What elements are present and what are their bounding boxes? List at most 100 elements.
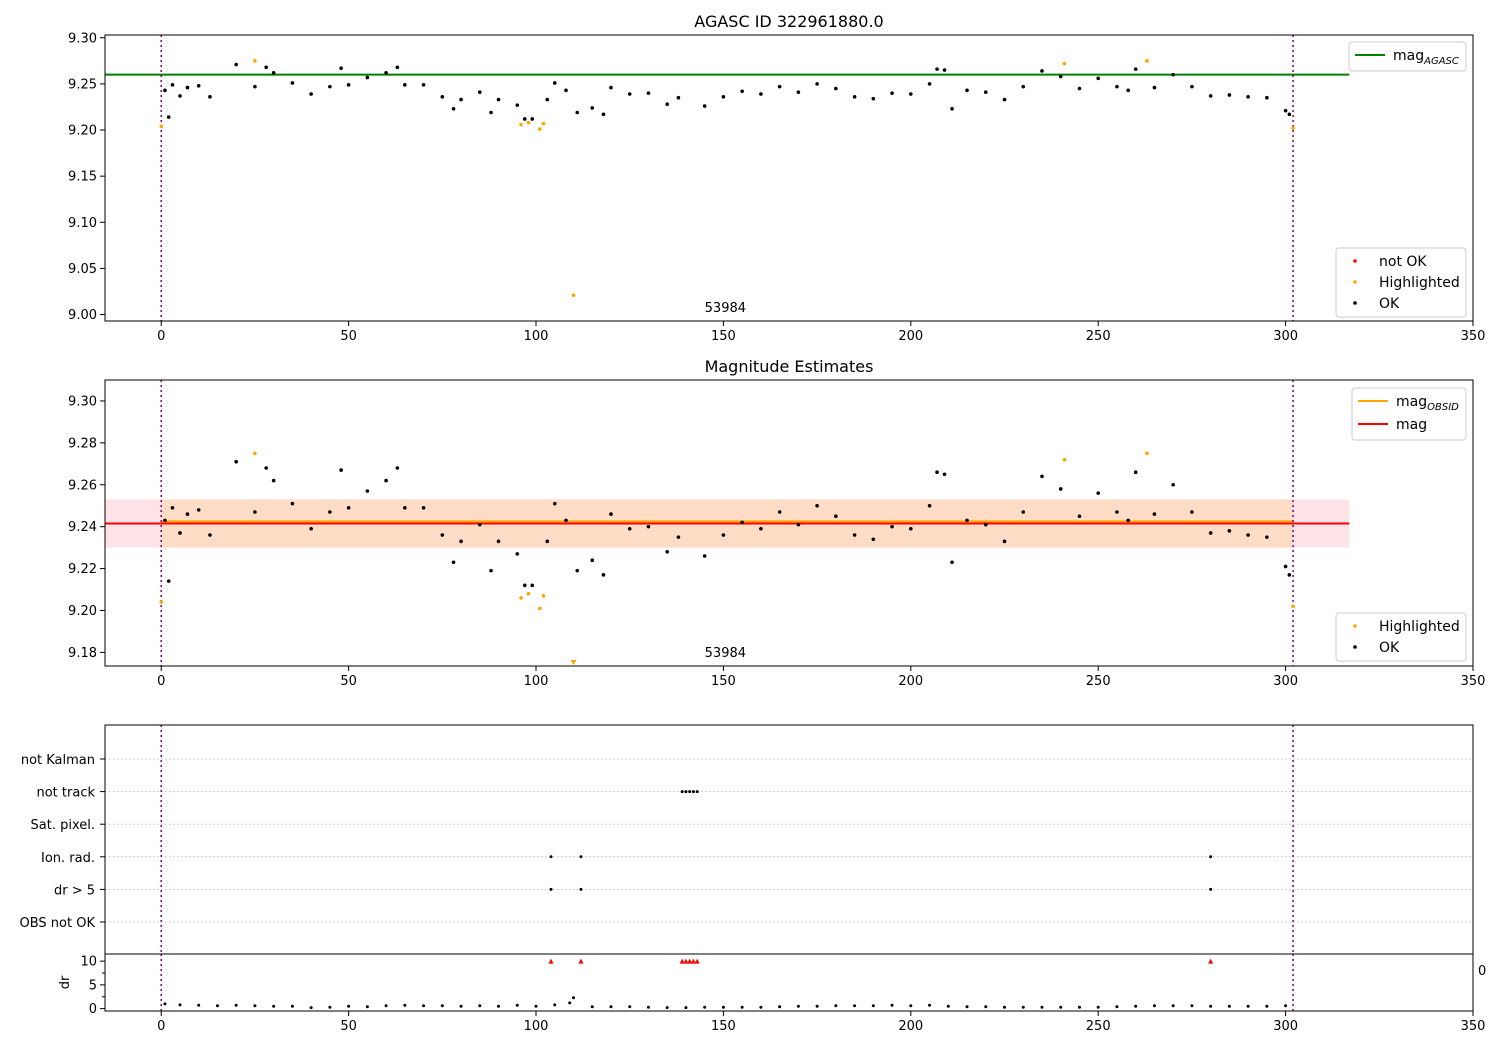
- flag-point: [680, 790, 684, 794]
- dr-point: [740, 1005, 744, 1009]
- ok-point: [346, 506, 351, 510]
- ok-point: [1115, 84, 1119, 89]
- ok-point: [815, 82, 819, 86]
- ok-point: [545, 539, 550, 544]
- ok-point: [1115, 510, 1119, 514]
- obsid-annotation: 53984: [705, 301, 746, 316]
- flag-point: [1209, 855, 1213, 859]
- highlighted-point: [526, 591, 531, 596]
- dr-point: [365, 1005, 369, 1009]
- dr-point: [984, 1005, 988, 1009]
- dr-point: [834, 1004, 838, 1008]
- dr-point: [1284, 1004, 1288, 1008]
- dr-point: [646, 1005, 650, 1009]
- x-tick-label: 350: [1461, 329, 1486, 344]
- legend-marker: [1353, 645, 1357, 649]
- ok-point: [646, 91, 651, 95]
- ok-point: [740, 89, 744, 94]
- legend-label-main: mag: [1396, 394, 1427, 410]
- flag-point: [579, 887, 583, 891]
- highlighted-point: [519, 596, 523, 600]
- ok-point: [208, 533, 212, 537]
- x-tick-label: 0: [157, 1019, 165, 1034]
- y-tick-label: 9.15: [68, 170, 97, 185]
- dr-point: [178, 1003, 182, 1007]
- ok-point: [1126, 88, 1130, 93]
- dr-point: [497, 1004, 501, 1008]
- ok-point: [1040, 69, 1044, 73]
- ok-point: [234, 459, 238, 464]
- dr-point: [1246, 1004, 1250, 1008]
- ok-point: [271, 71, 276, 75]
- ok-point: [815, 503, 819, 508]
- highlighted-point: [253, 59, 257, 63]
- ok-point: [163, 518, 167, 523]
- ok-point: [1040, 474, 1044, 479]
- legend-marker: [1353, 301, 1357, 305]
- y-tick-label: 9.10: [68, 216, 97, 231]
- y-tick-label: 10: [80, 955, 97, 970]
- dr-point: [1003, 1005, 1007, 1009]
- ok-point: [545, 97, 550, 102]
- ok-point: [796, 522, 801, 527]
- dr-point: [1152, 1004, 1156, 1008]
- axes-frame: [104, 379, 1474, 667]
- ok-point: [178, 531, 182, 535]
- legend-label: OK: [1379, 296, 1400, 312]
- highlighted-point: [159, 600, 164, 604]
- ok-point: [170, 83, 175, 87]
- ok-point: [834, 514, 838, 518]
- chart-title: Magnitude Estimates: [705, 357, 874, 376]
- ok-point: [1096, 491, 1101, 495]
- ok-point: [477, 90, 482, 94]
- ok-point: [1021, 510, 1026, 514]
- ok-point: [1171, 482, 1175, 487]
- ok-point: [515, 103, 520, 107]
- dr-point: [665, 1006, 669, 1010]
- ok-point: [935, 67, 939, 71]
- y-tick-label: 9.18: [68, 646, 97, 661]
- ok-point: [564, 518, 568, 523]
- ok-point: [1190, 510, 1194, 514]
- highlighted-point: [1062, 61, 1067, 66]
- x-tick-label: 250: [1086, 1019, 1111, 1034]
- y-axis-label: dr: [58, 975, 73, 989]
- ok-point: [530, 583, 535, 588]
- ok-point: [552, 81, 557, 85]
- legend-label: not OK: [1379, 254, 1427, 270]
- dr-point: [1190, 1004, 1194, 1008]
- dr-point: [853, 1004, 857, 1008]
- ok-point: [395, 65, 400, 70]
- dr-point: [928, 1003, 932, 1007]
- flag-point: [684, 790, 688, 794]
- ok-point: [1133, 470, 1138, 474]
- ok-point: [1152, 85, 1157, 90]
- highlighted-point: [1291, 604, 1295, 609]
- ok-point: [1096, 76, 1101, 81]
- legend-label: magOBSID: [1396, 394, 1459, 413]
- flag-row-label: not Kalman: [21, 753, 95, 768]
- ok-point: [290, 501, 295, 506]
- dr-point: [815, 1004, 819, 1008]
- ok-point: [702, 554, 707, 558]
- flag-row-label: not track: [36, 786, 95, 801]
- ok-point: [208, 95, 212, 99]
- legend-label: mag: [1396, 417, 1427, 433]
- y-tick-label: 9.24: [68, 520, 97, 535]
- dr-point: [478, 1004, 482, 1008]
- ok-point: [365, 489, 370, 493]
- ok-point: [489, 568, 493, 573]
- y-tick-label: 9.30: [68, 31, 97, 46]
- ok-point: [1246, 95, 1250, 99]
- legend-label: magAGASC: [1393, 48, 1459, 67]
- ok-point: [271, 478, 276, 483]
- x-tick-label: 350: [1461, 1019, 1486, 1034]
- ok-point: [1246, 533, 1250, 537]
- dr-point: [571, 996, 575, 1000]
- right-edge-label: 0: [1478, 964, 1486, 979]
- legend-marker: [1353, 280, 1357, 284]
- ok-point: [1152, 512, 1157, 516]
- lines-legend: magAGASC: [1348, 41, 1467, 72]
- legend-label: OK: [1379, 640, 1400, 656]
- y-tick-label: 9.20: [68, 124, 97, 139]
